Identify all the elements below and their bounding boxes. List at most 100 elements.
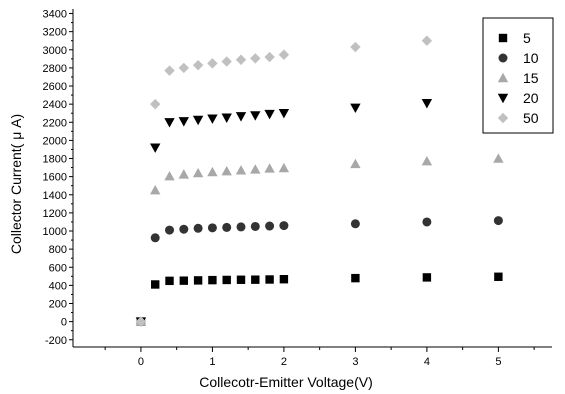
y-tick-label: 3000 [43, 45, 67, 57]
data-point-series-50 [350, 41, 361, 53]
data-point-series-5 [251, 275, 260, 284]
tick-labels: -200 0 200 400 600 800 1000 1200 1400 1600 1800 200… [43, 9, 502, 368]
legend-label-5: 5 [523, 30, 531, 46]
legend-marker-15 [497, 72, 509, 83]
data-point-series-50 [178, 62, 190, 74]
data-point-series-20 [235, 112, 247, 122]
data-point-series-5 [179, 276, 189, 285]
legend-marker-10 [498, 53, 508, 63]
data-point-series-5 [208, 275, 217, 285]
y-tick-label: 1400 [43, 190, 67, 202]
data-point-series-50 [135, 316, 147, 327]
x-tick-label: 0 [138, 356, 144, 368]
data-point-series-15 [421, 156, 433, 166]
y-tick-label: 1800 [43, 154, 67, 166]
data-point-series-5 [422, 273, 432, 282]
data-point-series-15 [164, 170, 175, 181]
y-tick-label: 2000 [43, 135, 67, 147]
data-point-series-15 [178, 169, 190, 179]
y-tick-label: 1000 [43, 226, 67, 238]
data-point-series-20 [192, 115, 204, 126]
data-point-series-10 [193, 223, 203, 233]
data-point-series-50 [278, 49, 290, 60]
data-point-series-10 [422, 217, 432, 227]
data-point-series-50 [150, 98, 161, 110]
data-point-series-15 [207, 166, 218, 177]
data-points [135, 30, 504, 327]
data-point-series-10 [236, 222, 246, 232]
data-point-series-50 [192, 59, 204, 71]
y-tick-label: 600 [49, 262, 67, 274]
data-point-series-5 [279, 275, 289, 284]
data-point-series-20 [264, 109, 275, 120]
y-tick-label: 200 [49, 299, 67, 311]
y-tick-label: 2800 [43, 63, 67, 75]
y-tick-label: 2400 [43, 99, 67, 111]
data-point-series-10 [222, 222, 232, 232]
data-point-series-15 [493, 153, 504, 163]
data-point-series-5 [222, 275, 231, 285]
data-point-series-20 [278, 109, 290, 119]
data-point-series-20 [350, 103, 361, 113]
data-point-series-10 [207, 223, 217, 233]
legend: 5 10 15 20 50 [482, 17, 554, 134]
data-point-series-5 [165, 276, 174, 286]
data-point-series-15 [264, 163, 275, 173]
y-tick-label: 3200 [43, 27, 67, 39]
data-point-series-20 [150, 143, 161, 153]
legend-marker-50 [497, 112, 509, 124]
y-axis-title: Collector Current( μ A) [8, 114, 24, 254]
legend-label-20: 20 [523, 90, 539, 106]
data-point-series-10 [150, 233, 160, 243]
data-point-series-15 [150, 185, 161, 195]
data-point-series-20 [421, 99, 433, 109]
data-point-series-10 [179, 224, 189, 234]
y-tick-label: 800 [49, 244, 67, 256]
data-point-series-20 [250, 111, 261, 121]
data-point-series-5 [193, 276, 203, 285]
y-tick-label: 3400 [43, 9, 67, 21]
legend-label-50: 50 [523, 110, 539, 126]
y-tick-label: 400 [49, 280, 67, 292]
x-tick-label: 2 [281, 356, 287, 368]
legend-label-15: 15 [523, 70, 539, 86]
legend-marker-5 [498, 33, 508, 43]
data-point-series-5 [151, 280, 160, 289]
y-tick-label: -200 [45, 335, 67, 347]
y-tick-label: 0 [61, 317, 67, 329]
data-point-series-50 [164, 65, 175, 76]
data-point-series-15 [221, 166, 232, 176]
data-point-series-10 [250, 221, 260, 231]
data-point-series-5 [494, 272, 503, 281]
data-point-series-10 [493, 216, 503, 226]
data-point-series-50 [235, 54, 247, 65]
y-tick-label: 1200 [43, 208, 67, 220]
data-point-series-10 [265, 221, 275, 231]
legend-box [482, 17, 554, 134]
data-point-series-20 [164, 118, 175, 128]
axes-layer [69, 9, 552, 352]
data-point-series-15 [235, 165, 247, 175]
data-point-series-10 [350, 219, 360, 229]
data-point-series-5 [351, 273, 360, 283]
x-tick-label: 4 [424, 356, 430, 368]
data-point-series-50 [264, 51, 275, 63]
y-tick-label: 2200 [43, 117, 67, 129]
y-tick-label: 2600 [43, 81, 67, 93]
data-point-series-50 [221, 56, 232, 67]
data-point-series-20 [207, 114, 218, 124]
data-point-series-15 [192, 167, 204, 178]
x-tick-label: 5 [495, 356, 501, 368]
data-point-series-50 [207, 58, 218, 69]
data-point-series-50 [250, 53, 261, 64]
legend-marker-20 [497, 93, 509, 104]
data-point-series-10 [279, 221, 289, 231]
data-point-series-15 [250, 164, 261, 174]
x-tick-label: 1 [209, 356, 215, 368]
x-axis-title: Collecotr-Emitter Voltage(V) [199, 374, 373, 390]
data-point-series-20 [221, 113, 232, 123]
data-point-series-20 [178, 117, 190, 127]
x-tick-label: 3 [352, 356, 358, 368]
legend-label-10: 10 [523, 50, 539, 66]
